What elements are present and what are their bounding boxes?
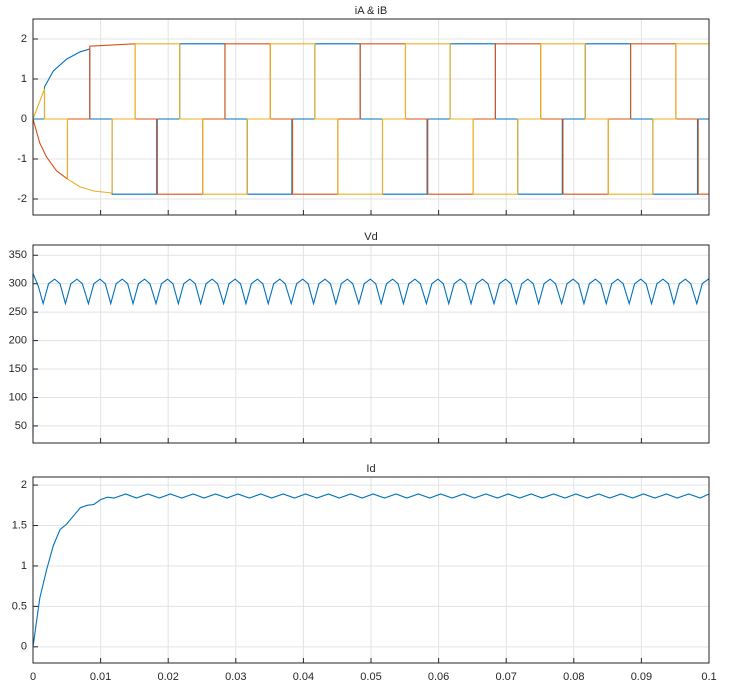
x-tick-label: 0.08: [563, 671, 584, 683]
y-tick-label: 200: [9, 334, 27, 346]
y-tick-label: 0: [21, 113, 27, 125]
axes-frame: [32, 244, 710, 444]
y-tick-label: 1: [21, 73, 27, 85]
chart-title: Vd: [364, 231, 377, 243]
x-tick-label: 0.05: [360, 671, 381, 683]
chart-title: iA & iB: [355, 5, 387, 17]
y-tick-label: 250: [9, 306, 27, 318]
y-tick-label: 0: [21, 641, 27, 653]
y-tick-label: 150: [9, 363, 27, 375]
x-tick-label: 0.04: [293, 671, 314, 683]
y-tick-label: 300: [9, 278, 27, 290]
y-tick-label: 2: [21, 33, 27, 45]
series-line: [32, 273, 710, 438]
x-tick-label: 0.03: [225, 671, 246, 683]
x-tick-label: 0: [30, 671, 36, 683]
y-tick-label: 2: [21, 479, 27, 491]
x-tick-label: 0.09: [631, 671, 652, 683]
series-line: [32, 43, 709, 195]
y-tick-label: 50: [15, 420, 27, 432]
y-tick-label: 1.5: [12, 519, 27, 531]
y-tick-label: 350: [9, 249, 27, 261]
x-tick-label: 0.1: [701, 671, 716, 683]
axes-frame: [32, 18, 710, 216]
x-tick-label: 0.02: [157, 671, 178, 683]
y-tick-label: -2: [17, 193, 27, 205]
x-tick-label: 0.06: [428, 671, 449, 683]
chart-title: Id: [366, 463, 375, 475]
y-tick-label: 1: [21, 560, 27, 572]
axes-frame: [32, 476, 710, 664]
y-tick-label: -1: [17, 153, 27, 165]
x-tick-label: 0.01: [90, 671, 111, 683]
y-tick-label: 100: [9, 391, 27, 403]
series-line: [32, 493, 710, 647]
y-tick-label: 0.5: [12, 600, 27, 612]
x-tick-label: 0.07: [495, 671, 516, 683]
